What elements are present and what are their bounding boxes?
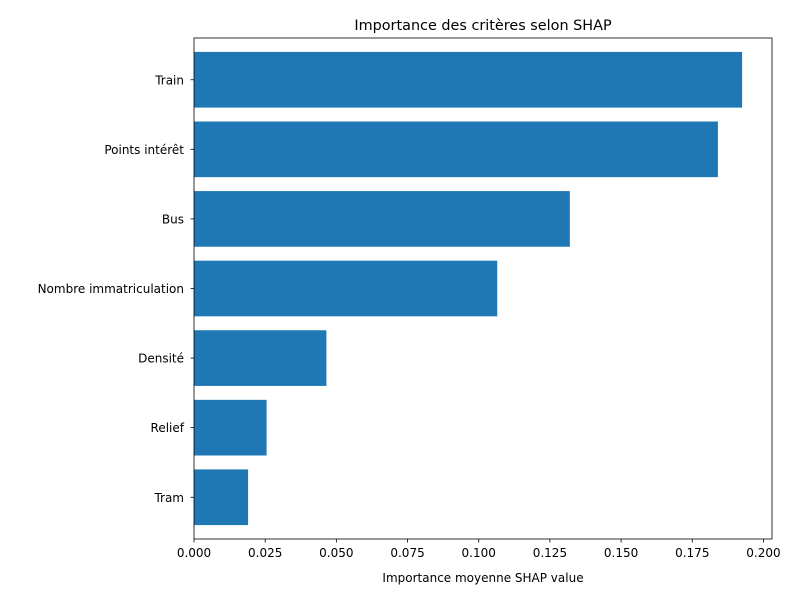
y-axis: Tram Relief Densité Nombre immatriculation B… [38,73,194,505]
x-axis: 0.000 0.025 0.050 0.075 0.100 0.125 0.150 0.175… [177,539,781,560]
bar-2 [194,330,327,386]
y-tick-label: Nombre immatriculation [38,282,184,296]
y-tick-label: Bus [162,212,184,226]
x-tick-label: 0.175 [675,546,709,560]
y-tick-label: Train [154,73,184,87]
chart-title: Importance des critères selon SHAP [354,18,612,34]
x-axis-label: Importance moyenne SHAP value [382,571,583,585]
y-tick-label: Relief [151,421,185,435]
bar-4 [194,191,570,247]
x-tick-label: 0.100 [462,546,496,560]
y-tick-label: Tram [153,491,184,505]
bar-1 [194,399,267,456]
x-tick-label: 0.025 [248,546,282,560]
bar-0 [194,469,249,526]
x-tick-label: 0.200 [746,546,780,560]
x-tick-label: 0.075 [390,546,424,560]
bars-group [194,51,743,526]
x-tick-label: 0.150 [604,546,638,560]
y-tick-label: Points intérêt [104,143,184,157]
x-tick-label: 0.125 [533,546,567,560]
bar-5 [194,121,718,178]
x-tick-label: 0.000 [177,546,211,560]
bar-6 [194,51,743,108]
bar-3 [194,260,498,317]
x-tick-label: 0.050 [319,546,353,560]
plot-frame [193,37,773,540]
y-tick-label: Densité [138,352,184,366]
